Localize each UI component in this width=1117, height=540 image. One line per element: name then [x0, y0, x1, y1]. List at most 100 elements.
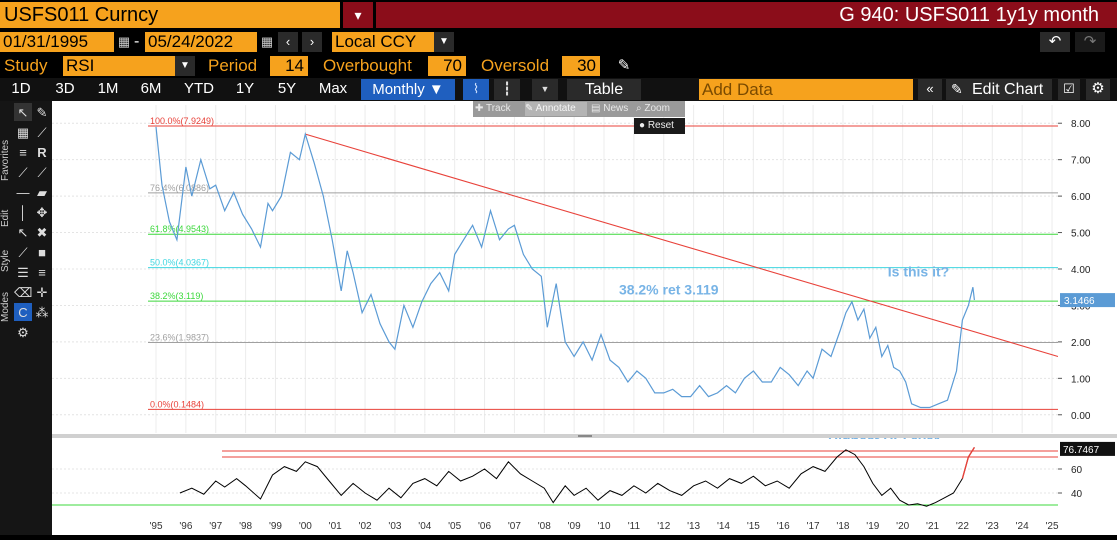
- x-tick-label: '08: [538, 521, 551, 532]
- chart-type-dropdown-icon[interactable]: ▼: [532, 79, 558, 100]
- fibonacci-icon[interactable]: ≡: [19, 145, 27, 160]
- redo-icon[interactable]: ↷: [1075, 32, 1105, 52]
- price-tick-label: 5.00: [1071, 229, 1091, 240]
- delete-icon[interactable]: ✖: [36, 225, 48, 240]
- range-ytd[interactable]: YTD: [184, 80, 214, 97]
- chart-area[interactable]: 100.0%(7.9249) 76.4%(6.0886) 61.8%(4.9543)…: [52, 101, 1117, 535]
- price-last-value-badge: [1060, 293, 1115, 308]
- range-1d[interactable]: 1D: [11, 80, 31, 97]
- range-max[interactable]: Max: [318, 80, 348, 97]
- range-1m[interactable]: 1M: [97, 80, 119, 97]
- add-data-input[interactable]: Add Data: [699, 79, 913, 100]
- line-style-icon[interactable]: ⟋: [18, 245, 28, 260]
- table-button[interactable]: Table: [567, 79, 641, 100]
- x-tick-label: '05: [448, 521, 461, 532]
- edit-chart-button[interactable]: ✎ Edit Chart: [946, 79, 1052, 100]
- pencil-icon[interactable]: ✎: [617, 57, 631, 74]
- tool-settings-icon[interactable]: ⚙: [17, 325, 29, 340]
- range-1y[interactable]: 1Y: [235, 80, 255, 97]
- magnet-icon[interactable]: C: [14, 303, 32, 321]
- palette-icon[interactable]: ⁂: [35, 305, 49, 320]
- price-axis-background: [1058, 101, 1117, 434]
- vertical-line-icon[interactable]: │: [18, 205, 28, 220]
- x-tick-label: '23: [986, 521, 999, 532]
- undo-icon[interactable]: ↶: [1040, 32, 1070, 52]
- trendline-icon[interactable]: ⟋: [18, 165, 28, 180]
- period-field[interactable]: 14: [270, 56, 308, 76]
- x-tick-label: '10: [597, 521, 610, 532]
- line-chart-icon[interactable]: ⌇: [463, 79, 489, 100]
- price-tick-label: 4.00: [1071, 265, 1091, 276]
- range-5y[interactable]: 5Y: [277, 80, 297, 97]
- study-dropdown-icon[interactable]: ▼: [175, 56, 195, 76]
- ray-icon[interactable]: ⟋: [37, 165, 47, 180]
- band-icon[interactable]: ▰: [37, 185, 47, 200]
- x-tick-label: '04: [418, 521, 431, 532]
- cursor-icon[interactable]: ↖: [14, 103, 32, 121]
- pattern-icon[interactable]: ▦: [16, 125, 30, 140]
- rsi-gridlines: [52, 439, 1058, 511]
- tab-style[interactable]: Style: [0, 249, 11, 273]
- x-tick-label: '16: [777, 521, 790, 532]
- bar-chart-icon[interactable]: ┇: [494, 79, 520, 100]
- oversold-field[interactable]: 30: [562, 56, 600, 76]
- panel-divider-handle[interactable]: [578, 435, 592, 437]
- end-date-field[interactable]: 05/24/2022: [145, 32, 257, 52]
- line-weight-icon[interactable]: ≡: [38, 265, 46, 280]
- reset-icon: ●: [639, 120, 648, 131]
- range-6m[interactable]: 6M: [140, 80, 162, 97]
- rsi-last-value-badge: [1060, 441, 1115, 456]
- fill-icon[interactable]: ■: [38, 245, 46, 260]
- move-icon[interactable]: ✥: [36, 205, 48, 220]
- x-tick-label: '99: [269, 521, 282, 532]
- frequency-dropdown[interactable]: Monthly ▼: [361, 79, 455, 100]
- currency-dropdown-icon[interactable]: ▼: [434, 32, 454, 52]
- chart-settings-icon[interactable]: ☑: [1058, 79, 1080, 100]
- chart-mode-toolbar: ✚ Track ✎ Annotate ▤ News ⌕ Zoom: [473, 101, 685, 117]
- x-tick-label: '96: [179, 521, 192, 532]
- edit-chart-pencil-icon: ✎: [951, 81, 963, 97]
- collapse-left-icon[interactable]: «: [918, 79, 942, 100]
- text-style-icon[interactable]: ☰: [17, 265, 29, 280]
- start-calendar-icon[interactable]: ▦: [117, 34, 131, 49]
- retracement-icon[interactable]: R: [37, 145, 47, 160]
- tab-favorites[interactable]: Favorites: [0, 139, 11, 181]
- x-tick-label: '09: [568, 521, 581, 532]
- eraser-icon[interactable]: ⌫: [14, 285, 33, 300]
- horizontal-line-icon[interactable]: —: [16, 185, 30, 200]
- news-button[interactable]: ▤ News: [591, 102, 633, 116]
- channel-icon[interactable]: ⟋: [37, 125, 47, 140]
- price-tick-label: 0.00: [1071, 411, 1091, 422]
- ticker-field[interactable]: USFS011 Curncy: [0, 2, 340, 28]
- chart-svg[interactable]: 100.0%(7.9249) 76.4%(6.0886) 61.8%(4.9543)…: [52, 101, 1117, 535]
- tab-modes[interactable]: Modes: [0, 292, 11, 323]
- currency-field[interactable]: Local CCY: [332, 32, 434, 52]
- end-calendar-icon[interactable]: ▦: [260, 34, 274, 49]
- annotate-button[interactable]: ✎ Annotate: [525, 102, 587, 116]
- fibonacci-levels: 100.0%(7.9249) 76.4%(6.0886) 61.8%(4.9543)…: [148, 116, 1058, 410]
- select-icon[interactable]: ↖: [17, 225, 29, 240]
- reset-button[interactable]: ● Reset: [634, 118, 685, 134]
- next-icon[interactable]: ›: [302, 32, 322, 52]
- prev-icon[interactable]: ‹: [278, 32, 298, 52]
- x-tick-label: '20: [896, 521, 909, 532]
- chart-annotation: 38.2% ret 3.119: [619, 282, 719, 298]
- rsi-line-overbought: [961, 447, 975, 479]
- track-button[interactable]: ✚ Track: [475, 102, 523, 116]
- draw-line-icon[interactable]: ✎: [36, 105, 48, 120]
- trend-line: [305, 133, 1059, 357]
- gear-icon[interactable]: ⚙: [1086, 79, 1110, 100]
- ticker-menu-icon[interactable]: ▾: [343, 2, 373, 28]
- x-tick-label: '11: [628, 521, 641, 532]
- crosshair-icon[interactable]: ✛: [36, 285, 48, 300]
- range-3d[interactable]: 3D: [55, 80, 75, 97]
- tab-edit[interactable]: Edit: [0, 209, 11, 227]
- overbought-field[interactable]: 70: [428, 56, 466, 76]
- track-label: Track: [485, 103, 511, 114]
- zoom-icon: ⌕: [636, 103, 645, 114]
- zoom-button[interactable]: ⌕ Zoom: [636, 102, 682, 116]
- study-field[interactable]: RSI: [63, 56, 175, 76]
- rsi-last-value-label: 76.7467: [1063, 445, 1100, 456]
- annotate-label: Annotate: [535, 103, 576, 114]
- start-date-field[interactable]: 01/31/1995: [0, 32, 114, 52]
